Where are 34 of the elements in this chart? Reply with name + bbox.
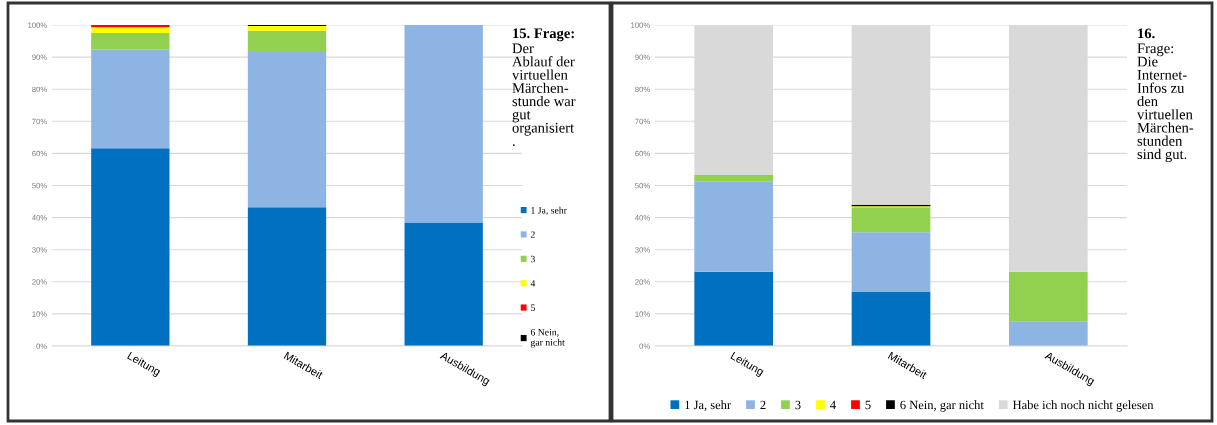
- bar: [91, 148, 170, 346]
- bar: [694, 174, 773, 182]
- legend-label: 2: [530, 231, 535, 238]
- bar: [1009, 321, 1088, 346]
- bar: [247, 30, 327, 52]
- bar: [851, 207, 931, 233]
- bar: [247, 207, 327, 346]
- legend-label: 3: [795, 400, 801, 410]
- bar: [247, 51, 327, 208]
- legend-label: 6 Nein, gar nicht: [900, 400, 984, 412]
- bar: [91, 49, 170, 149]
- bar: [404, 25, 483, 223]
- chart-title: 16. Frage: Die Internet- Infos zu den virtuellen Märchen- stunden sind gut.: [1137, 28, 1194, 163]
- legend-label: 5: [531, 304, 535, 312]
- legend-label: 1 Ja, sehr: [685, 400, 731, 411]
- legend-label: Habe ich noch nicht gelesen: [1012, 400, 1154, 412]
- legend-label: 4: [530, 280, 536, 287]
- bar: [404, 222, 483, 346]
- bar: [91, 25, 170, 28]
- bar: [91, 27, 170, 34]
- legend-label: 2: [760, 400, 766, 410]
- chart-title: 15. Frage: Der Ablauf der virtuellen Märchen- stunde war gut organisiert .: [512, 28, 576, 146]
- legend-label: 4: [830, 400, 836, 410]
- legend-label: 6 Nein, gar nicht: [530, 328, 565, 348]
- bar: [694, 271, 773, 346]
- legend-label: 1 Ja, sehr: [531, 206, 567, 215]
- bar: [1009, 271, 1088, 322]
- legend-label: 5: [865, 400, 871, 410]
- bar: [91, 33, 170, 50]
- bar: [247, 25, 327, 31]
- legend-label: 3: [530, 255, 535, 263]
- bar: [694, 181, 773, 272]
- bar: [851, 232, 931, 292]
- bar: [851, 291, 931, 346]
